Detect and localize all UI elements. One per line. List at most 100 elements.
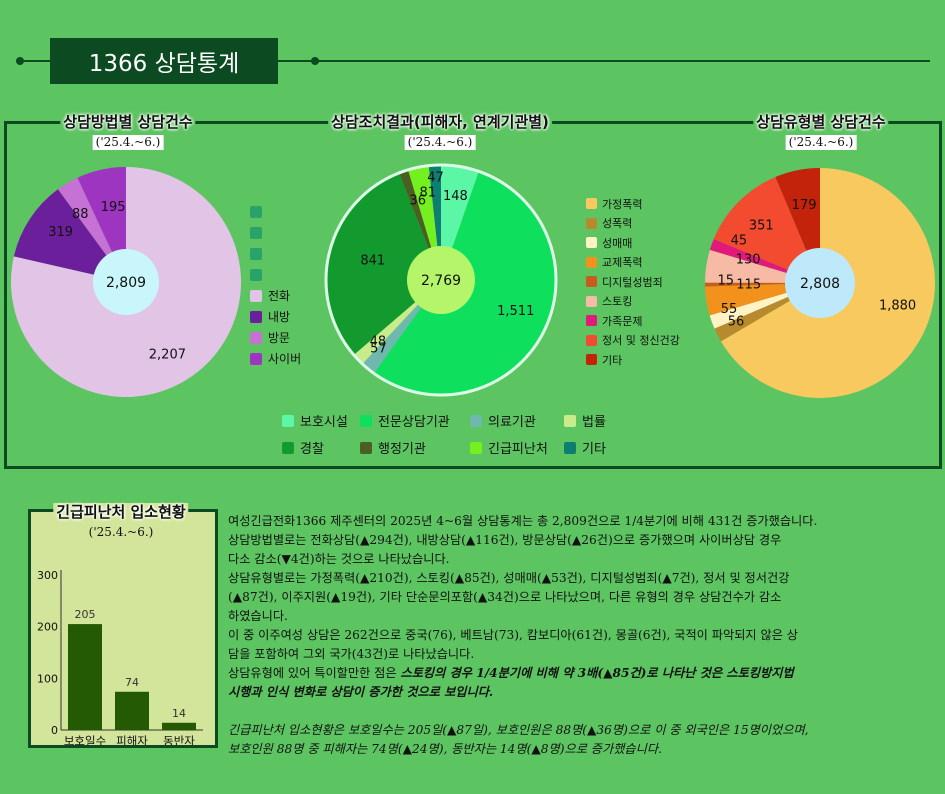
legend-swatch: [250, 289, 262, 302]
legend-label: 긴급피난처: [488, 442, 548, 457]
legend-item: 교제폭력: [586, 253, 680, 273]
pie-data-label: 1,880: [879, 298, 916, 313]
legend-swatch: [282, 414, 294, 427]
summary-line: 담을 포함하여 그외 국가(43건)로 나타났습니다.: [228, 647, 475, 661]
legend-item: 성매매: [586, 233, 680, 253]
legend-item: 사이버: [250, 348, 301, 369]
legend-label: 전문상담기관: [378, 415, 450, 430]
legend-item: [250, 222, 301, 243]
legend-label: 보호시설: [300, 415, 348, 430]
chart4-title: 긴급피난처 입소현황: [53, 503, 189, 521]
summary-line: 상담방법별로는 전화상담(▲294건), 내방상담(▲116건), 방문상담(▲…: [228, 533, 782, 547]
legend-item: 기타: [586, 350, 680, 370]
pie-slice-8: [713, 176, 820, 283]
legend-swatch: [586, 198, 597, 210]
legend-label: 성매매: [602, 236, 633, 250]
pie-data-label: 841: [360, 253, 385, 268]
pie-total-label: 2,769: [421, 273, 461, 289]
pie-data-label: 179: [792, 198, 817, 213]
spacer: [228, 702, 940, 721]
legend-item: 정서 및 정신건강: [586, 331, 680, 351]
pie-data-label: 55: [721, 302, 738, 317]
chart2-legend: 보호시설 전문상담기관 의료기관 법률 경찰 행정기관 긴급피난처 기타: [282, 410, 644, 458]
summary-line: 다소 감소(▼4건)하는 것으로 나타났습니다.: [228, 552, 450, 566]
y-tick-label: 300: [37, 569, 58, 582]
legend-item: 보호시설: [282, 410, 360, 431]
legend-label: 정서 및 정신건강: [602, 334, 680, 348]
legend-item: 긴급피난처: [470, 437, 564, 458]
summary-line: 이 중 이주여성 상담은 262건으로 중국(76), 베트남(73), 캄보디…: [228, 628, 799, 642]
pie-data-label: 130: [736, 253, 761, 268]
bar: [162, 722, 196, 730]
legend-label: 가정폭력: [602, 197, 643, 211]
legend-label: 사이버: [268, 352, 302, 366]
bar: [115, 691, 149, 730]
pie-data-label: 56: [728, 315, 745, 330]
legend-label: 가족문제: [602, 314, 643, 328]
pie-center: [785, 248, 855, 318]
pie-total-label: 2,808: [800, 276, 840, 292]
x-tick-label: 피해자: [116, 734, 148, 745]
emphasis-text: 시행과 인식 변화로 상담이 증가한 것으로 보입니다.: [228, 685, 494, 699]
legend-item: 내방: [250, 306, 301, 327]
legend-swatch: [250, 331, 262, 344]
legend-swatch: [250, 310, 262, 323]
header-line: [20, 60, 930, 62]
pie-data-label: 81: [419, 185, 436, 200]
header-line-dot-mid: [311, 57, 319, 65]
legend-label: 성폭력: [602, 217, 633, 231]
legend-swatch: [586, 334, 597, 346]
legend-item: 전문상담기관: [360, 410, 470, 431]
y-tick-label: 0: [51, 724, 58, 737]
chart2-title: 상담조치결과(피해자, 연계기관별): [328, 113, 552, 131]
pie-total-label: 2,809: [106, 275, 146, 291]
legend-swatch: [564, 414, 576, 427]
legend-label: 행정기관: [378, 442, 426, 457]
legend-item: 디지털성범죄: [586, 272, 680, 292]
shelter-line: 보호인원 88명 중 피해자는 74명(▲24명), 동반자는 14명(▲8명)…: [228, 742, 662, 756]
pie-data-label: 36: [409, 193, 426, 208]
legend-swatch: [586, 237, 597, 249]
legend-swatch: [586, 256, 597, 268]
pie-slice-5: [326, 172, 441, 355]
legend-item: 스토킹: [586, 292, 680, 312]
legend-label: 경찰: [300, 442, 324, 457]
x-tick-label: 보호일수: [64, 734, 106, 745]
legend-item: 법률: [564, 410, 644, 431]
legend-label: 의료기관: [488, 415, 536, 430]
emphasis-prefix: 상담유형에 있어 특이할만한 점은: [228, 666, 401, 680]
legend-swatch: [250, 226, 262, 239]
x-tick-label: 동반자: [163, 734, 195, 745]
legend-swatch: [360, 414, 372, 427]
pie-data-label: 319: [48, 225, 73, 240]
chart3-period: ('25.4.~6.): [785, 135, 857, 150]
legend-swatch: [250, 205, 262, 218]
legend-label: 기타: [582, 442, 606, 457]
emphasis-text: 스토킹의 경우 1/4분기에 비해 약 3배(▲85건)로 나타난 것은 스토킹…: [400, 666, 794, 680]
pie-chart-method: 2,809 2,207 319 88 195: [10, 167, 242, 397]
bar: [68, 624, 102, 730]
legend-item: [250, 264, 301, 285]
legend-label: 내방: [268, 310, 291, 324]
legend-label: 기타: [602, 353, 623, 367]
pie-data-label: 57: [370, 341, 387, 356]
legend-swatch: [360, 441, 372, 454]
pie-data-label: 15: [717, 274, 734, 289]
legend-item: 가족문제: [586, 311, 680, 331]
legend-swatch: [470, 441, 482, 454]
bar-value-label: 14: [172, 707, 186, 720]
chart3-legend: 가정폭력 성폭력 성매매 교제폭력 디지털성범죄 스토킹 가족문제 정서 및 정…: [586, 194, 680, 370]
page-title: 1366 상담통계: [50, 38, 278, 84]
legend-label: 디지털성범죄: [602, 275, 663, 289]
y-tick-label: 100: [37, 672, 58, 685]
legend-label: 교제폭력: [602, 256, 643, 270]
chart4-period: ('25.4.~6.): [85, 525, 157, 540]
legend-item: [250, 243, 301, 264]
legend-swatch: [586, 295, 597, 307]
legend-item: 행정기관: [360, 437, 470, 458]
summary-line-emphasis: 상담유형에 있어 특이할만한 점은 스토킹의 경우 1/4분기에 비해 약 3배…: [228, 664, 940, 683]
pie-data-label: 48: [370, 334, 387, 349]
legend-label: 스토킹: [602, 295, 633, 309]
summary-line: 여성긴급전화1366 제주센터의 2025년 4~6월 상담통계는 총 2,80…: [228, 514, 818, 528]
legend-item: 기타: [564, 437, 644, 458]
